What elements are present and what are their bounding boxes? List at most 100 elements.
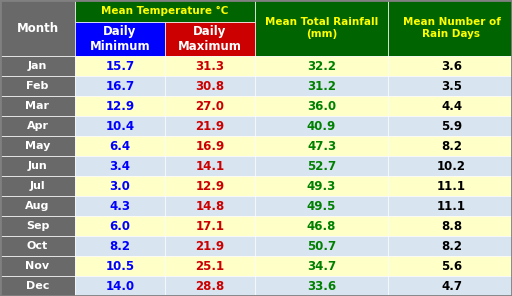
Text: 3.6: 3.6: [441, 59, 462, 73]
Bar: [75, 236, 165, 256]
Bar: [165, 176, 255, 196]
Bar: [0, 116, 75, 136]
Bar: [388, 236, 512, 256]
Bar: [255, 156, 388, 176]
Bar: [75, 176, 165, 196]
Text: 6.4: 6.4: [110, 139, 131, 152]
Text: 31.2: 31.2: [307, 80, 336, 92]
Bar: [0, 256, 75, 276]
Text: 30.8: 30.8: [196, 80, 225, 92]
Bar: [255, 196, 388, 216]
Text: 14.8: 14.8: [196, 200, 225, 213]
Bar: [0, 76, 75, 96]
Text: 11.1: 11.1: [437, 200, 466, 213]
Text: 10.4: 10.4: [105, 120, 135, 133]
Text: Daily
Minimum: Daily Minimum: [90, 25, 151, 53]
Bar: [165, 22, 255, 56]
Text: 11.1: 11.1: [437, 179, 466, 192]
Text: Mar: Mar: [26, 101, 50, 111]
Bar: [165, 56, 255, 76]
Bar: [75, 216, 165, 236]
Text: 12.9: 12.9: [105, 99, 135, 112]
Bar: [388, 276, 512, 296]
Bar: [75, 196, 165, 216]
Text: 33.6: 33.6: [307, 279, 336, 292]
Text: 25.1: 25.1: [196, 260, 225, 273]
Bar: [0, 136, 75, 156]
Bar: [165, 256, 255, 276]
Text: 52.7: 52.7: [307, 160, 336, 173]
Bar: [255, 96, 388, 116]
Text: Mean Number of
Rain Days: Mean Number of Rain Days: [402, 17, 500, 39]
Bar: [0, 156, 75, 176]
Bar: [75, 256, 165, 276]
Bar: [165, 156, 255, 176]
Text: 5.6: 5.6: [441, 260, 462, 273]
Bar: [388, 0, 512, 56]
Text: 3.5: 3.5: [441, 80, 462, 92]
Bar: [388, 216, 512, 236]
Text: 14.1: 14.1: [196, 160, 225, 173]
Bar: [75, 0, 255, 22]
Text: Daily
Maximum: Daily Maximum: [178, 25, 242, 53]
Bar: [0, 0, 75, 56]
Text: 50.7: 50.7: [307, 239, 336, 252]
Text: 10.5: 10.5: [105, 260, 135, 273]
Text: 34.7: 34.7: [307, 260, 336, 273]
Bar: [388, 156, 512, 176]
Text: 4.4: 4.4: [441, 99, 462, 112]
Bar: [75, 96, 165, 116]
Text: 15.7: 15.7: [105, 59, 135, 73]
Text: 28.8: 28.8: [196, 279, 225, 292]
Bar: [388, 176, 512, 196]
Text: 8.8: 8.8: [441, 220, 462, 232]
Bar: [165, 236, 255, 256]
Bar: [388, 256, 512, 276]
Text: 14.0: 14.0: [105, 279, 135, 292]
Text: Dec: Dec: [26, 281, 49, 291]
Text: Aug: Aug: [25, 201, 50, 211]
Bar: [0, 276, 75, 296]
Bar: [388, 96, 512, 116]
Bar: [75, 276, 165, 296]
Bar: [388, 116, 512, 136]
Bar: [165, 116, 255, 136]
Bar: [165, 276, 255, 296]
Text: 32.2: 32.2: [307, 59, 336, 73]
Text: 49.5: 49.5: [307, 200, 336, 213]
Bar: [255, 136, 388, 156]
Bar: [75, 22, 165, 56]
Bar: [255, 176, 388, 196]
Text: Jan: Jan: [28, 61, 47, 71]
Bar: [255, 56, 388, 76]
Bar: [75, 156, 165, 176]
Bar: [255, 256, 388, 276]
Bar: [165, 216, 255, 236]
Bar: [388, 136, 512, 156]
Bar: [0, 196, 75, 216]
Text: 40.9: 40.9: [307, 120, 336, 133]
Text: Nov: Nov: [26, 261, 50, 271]
Text: Apr: Apr: [27, 121, 49, 131]
Text: 27.0: 27.0: [196, 99, 224, 112]
Bar: [255, 76, 388, 96]
Bar: [0, 176, 75, 196]
Text: 16.9: 16.9: [196, 139, 225, 152]
Bar: [255, 116, 388, 136]
Bar: [255, 236, 388, 256]
Bar: [255, 216, 388, 236]
Bar: [388, 196, 512, 216]
Bar: [0, 216, 75, 236]
Text: Month: Month: [16, 22, 58, 35]
Bar: [0, 236, 75, 256]
Text: 10.2: 10.2: [437, 160, 466, 173]
Text: 36.0: 36.0: [307, 99, 336, 112]
Bar: [75, 116, 165, 136]
Bar: [165, 196, 255, 216]
Text: 8.2: 8.2: [441, 239, 462, 252]
Text: 8.2: 8.2: [441, 139, 462, 152]
Text: 21.9: 21.9: [196, 239, 225, 252]
Text: Jun: Jun: [28, 161, 48, 171]
Text: 46.8: 46.8: [307, 220, 336, 232]
Text: May: May: [25, 141, 50, 151]
